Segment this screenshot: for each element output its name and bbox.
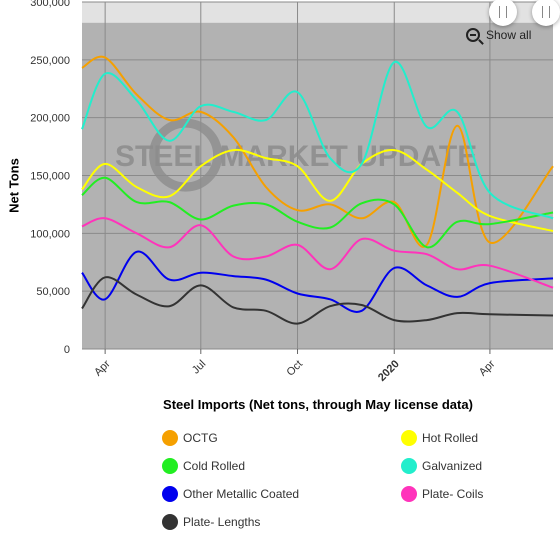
legend-label: Cold Rolled [183, 459, 245, 473]
x-axis-title: Steel Imports (Net tons, through May lic… [163, 397, 473, 412]
grid-lines [82, 1, 553, 350]
y-axis-title: Net Tons [7, 158, 22, 213]
x-tick-label: Apr [92, 358, 113, 379]
series-lines [81, 55, 554, 325]
legend: OCTG Hot Rolled Cold Rolled Galvanized Other… [162, 430, 483, 530]
x-tick-label: Apr [477, 358, 498, 379]
legend-item[interactable]: Plate- Lengths [162, 514, 260, 530]
x-axis: Apr Jul Oct 2020 Apr [92, 349, 498, 384]
legend-item[interactable]: Galvanized [401, 458, 482, 474]
legend-marker [401, 430, 417, 446]
legend-marker [401, 486, 417, 502]
show-all-button[interactable]: Show all [466, 28, 531, 42]
legend-marker [162, 430, 178, 446]
plot-top-band [82, 2, 553, 23]
y-tick-label: 150,000 [30, 171, 70, 183]
navigator-handle-left[interactable] [489, 0, 517, 26]
legend-marker [162, 486, 178, 502]
legend-label: Plate- Coils [422, 487, 483, 501]
y-tick-label: 50,000 [36, 286, 70, 298]
legend-item[interactable]: OCTG [162, 430, 218, 446]
series-line-plate-lengths[interactable] [81, 276, 554, 325]
grip-icon [499, 6, 507, 18]
y-tick-label: 300,000 [30, 0, 70, 9]
series-line-cold-rolled[interactable] [81, 176, 554, 249]
y-tick-label: 250,000 [30, 55, 70, 67]
legend-item[interactable]: Plate- Coils [401, 486, 483, 502]
series-line-octg[interactable] [81, 55, 554, 248]
x-tick-label: Oct [284, 358, 305, 379]
navigator-handle-right[interactable] [532, 0, 560, 26]
legend-item[interactable]: Cold Rolled [162, 458, 245, 474]
legend-label: Other Metallic Coated [183, 487, 299, 501]
y-tick-label: 0 [64, 344, 70, 356]
legend-label: OCTG [183, 431, 218, 445]
show-all-label: Show all [486, 28, 532, 42]
series-line-plate-coils[interactable] [81, 217, 554, 289]
legend-label: Hot Rolled [422, 431, 478, 445]
legend-marker [401, 458, 417, 474]
legend-marker [162, 514, 178, 530]
zoom-out-icon [466, 28, 480, 42]
legend-label: Galvanized [422, 459, 482, 473]
y-tick-label: 200,000 [30, 113, 70, 125]
legend-marker [162, 458, 178, 474]
legend-label: Plate- Lengths [183, 515, 260, 529]
x-tick-label: Jul [190, 358, 208, 376]
watermark-text: STEEL MARKET UPDATE [115, 140, 477, 173]
x-tick-label: 2020 [376, 358, 402, 384]
series-line-other-metallic-coated[interactable] [81, 250, 554, 313]
legend-item[interactable]: Other Metallic Coated [162, 486, 299, 502]
series-line-galvanized[interactable] [81, 61, 554, 220]
y-tick-label: 100,000 [30, 228, 70, 240]
grip-icon [542, 6, 550, 18]
series-line-hot-rolled[interactable] [81, 148, 554, 232]
y-axis: 0 50,000 100,000 150,000 200,000 250,000 300,0… [30, 0, 70, 356]
legend-item[interactable]: Hot Rolled [401, 430, 478, 446]
